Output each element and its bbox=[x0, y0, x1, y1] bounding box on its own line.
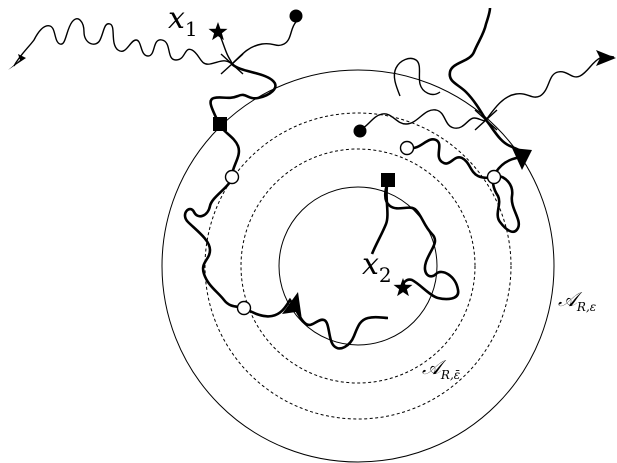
inner-dashed-circle bbox=[240, 148, 476, 384]
star-marker-x2 bbox=[393, 278, 413, 297]
bold-path-left bbox=[183, 62, 277, 310]
label-x1-sub: 1 bbox=[185, 17, 198, 41]
bold-path-right bbox=[409, 119, 529, 234]
arrowhead-top-left bbox=[8, 54, 26, 70]
outer-dashed-circle bbox=[204, 112, 512, 420]
arrowhead-right bbox=[512, 148, 532, 170]
thin-path-left bbox=[13, 18, 297, 67]
label-x2: x2 bbox=[362, 247, 392, 287]
filled-dot-top bbox=[289, 9, 303, 23]
open-circle-right bbox=[486, 169, 502, 185]
label-annulus-outer: 𝒜R,ε bbox=[558, 287, 596, 314]
filled-dot-middle bbox=[353, 124, 367, 138]
label-annulus-inner: 𝒜R,ε̄ bbox=[422, 355, 460, 382]
open-circle-left bbox=[224, 169, 240, 185]
bold-path-inner bbox=[370, 179, 390, 255]
label-annulus-outer-sub: R,ε bbox=[576, 300, 596, 314]
arrowhead-top-right bbox=[596, 50, 616, 66]
label-x2-base: x bbox=[362, 247, 379, 282]
inner-solid-circle bbox=[278, 186, 438, 346]
filled-square-center bbox=[381, 173, 395, 187]
label-x1: x1 bbox=[168, 1, 198, 41]
bold-path-top-right bbox=[448, 7, 492, 121]
open-circle-bottom bbox=[236, 300, 252, 316]
star-marker-x1 bbox=[208, 22, 228, 41]
label-x2-sub: 2 bbox=[379, 263, 392, 287]
crossing-marker-left bbox=[220, 53, 244, 75]
arrowhead-bottom bbox=[282, 292, 302, 320]
bold-path-center bbox=[383, 179, 460, 301]
filled-square-left bbox=[213, 117, 227, 131]
label-x1-base: x bbox=[168, 1, 185, 36]
crossing-marker-right bbox=[474, 109, 498, 131]
outer-solid-circle bbox=[161, 69, 555, 463]
open-circle-top bbox=[399, 140, 415, 156]
thin-loop-top bbox=[393, 57, 441, 97]
label-annulus-inner-sub: R,ε̄ bbox=[440, 368, 460, 382]
bold-path-bottom bbox=[243, 297, 389, 350]
